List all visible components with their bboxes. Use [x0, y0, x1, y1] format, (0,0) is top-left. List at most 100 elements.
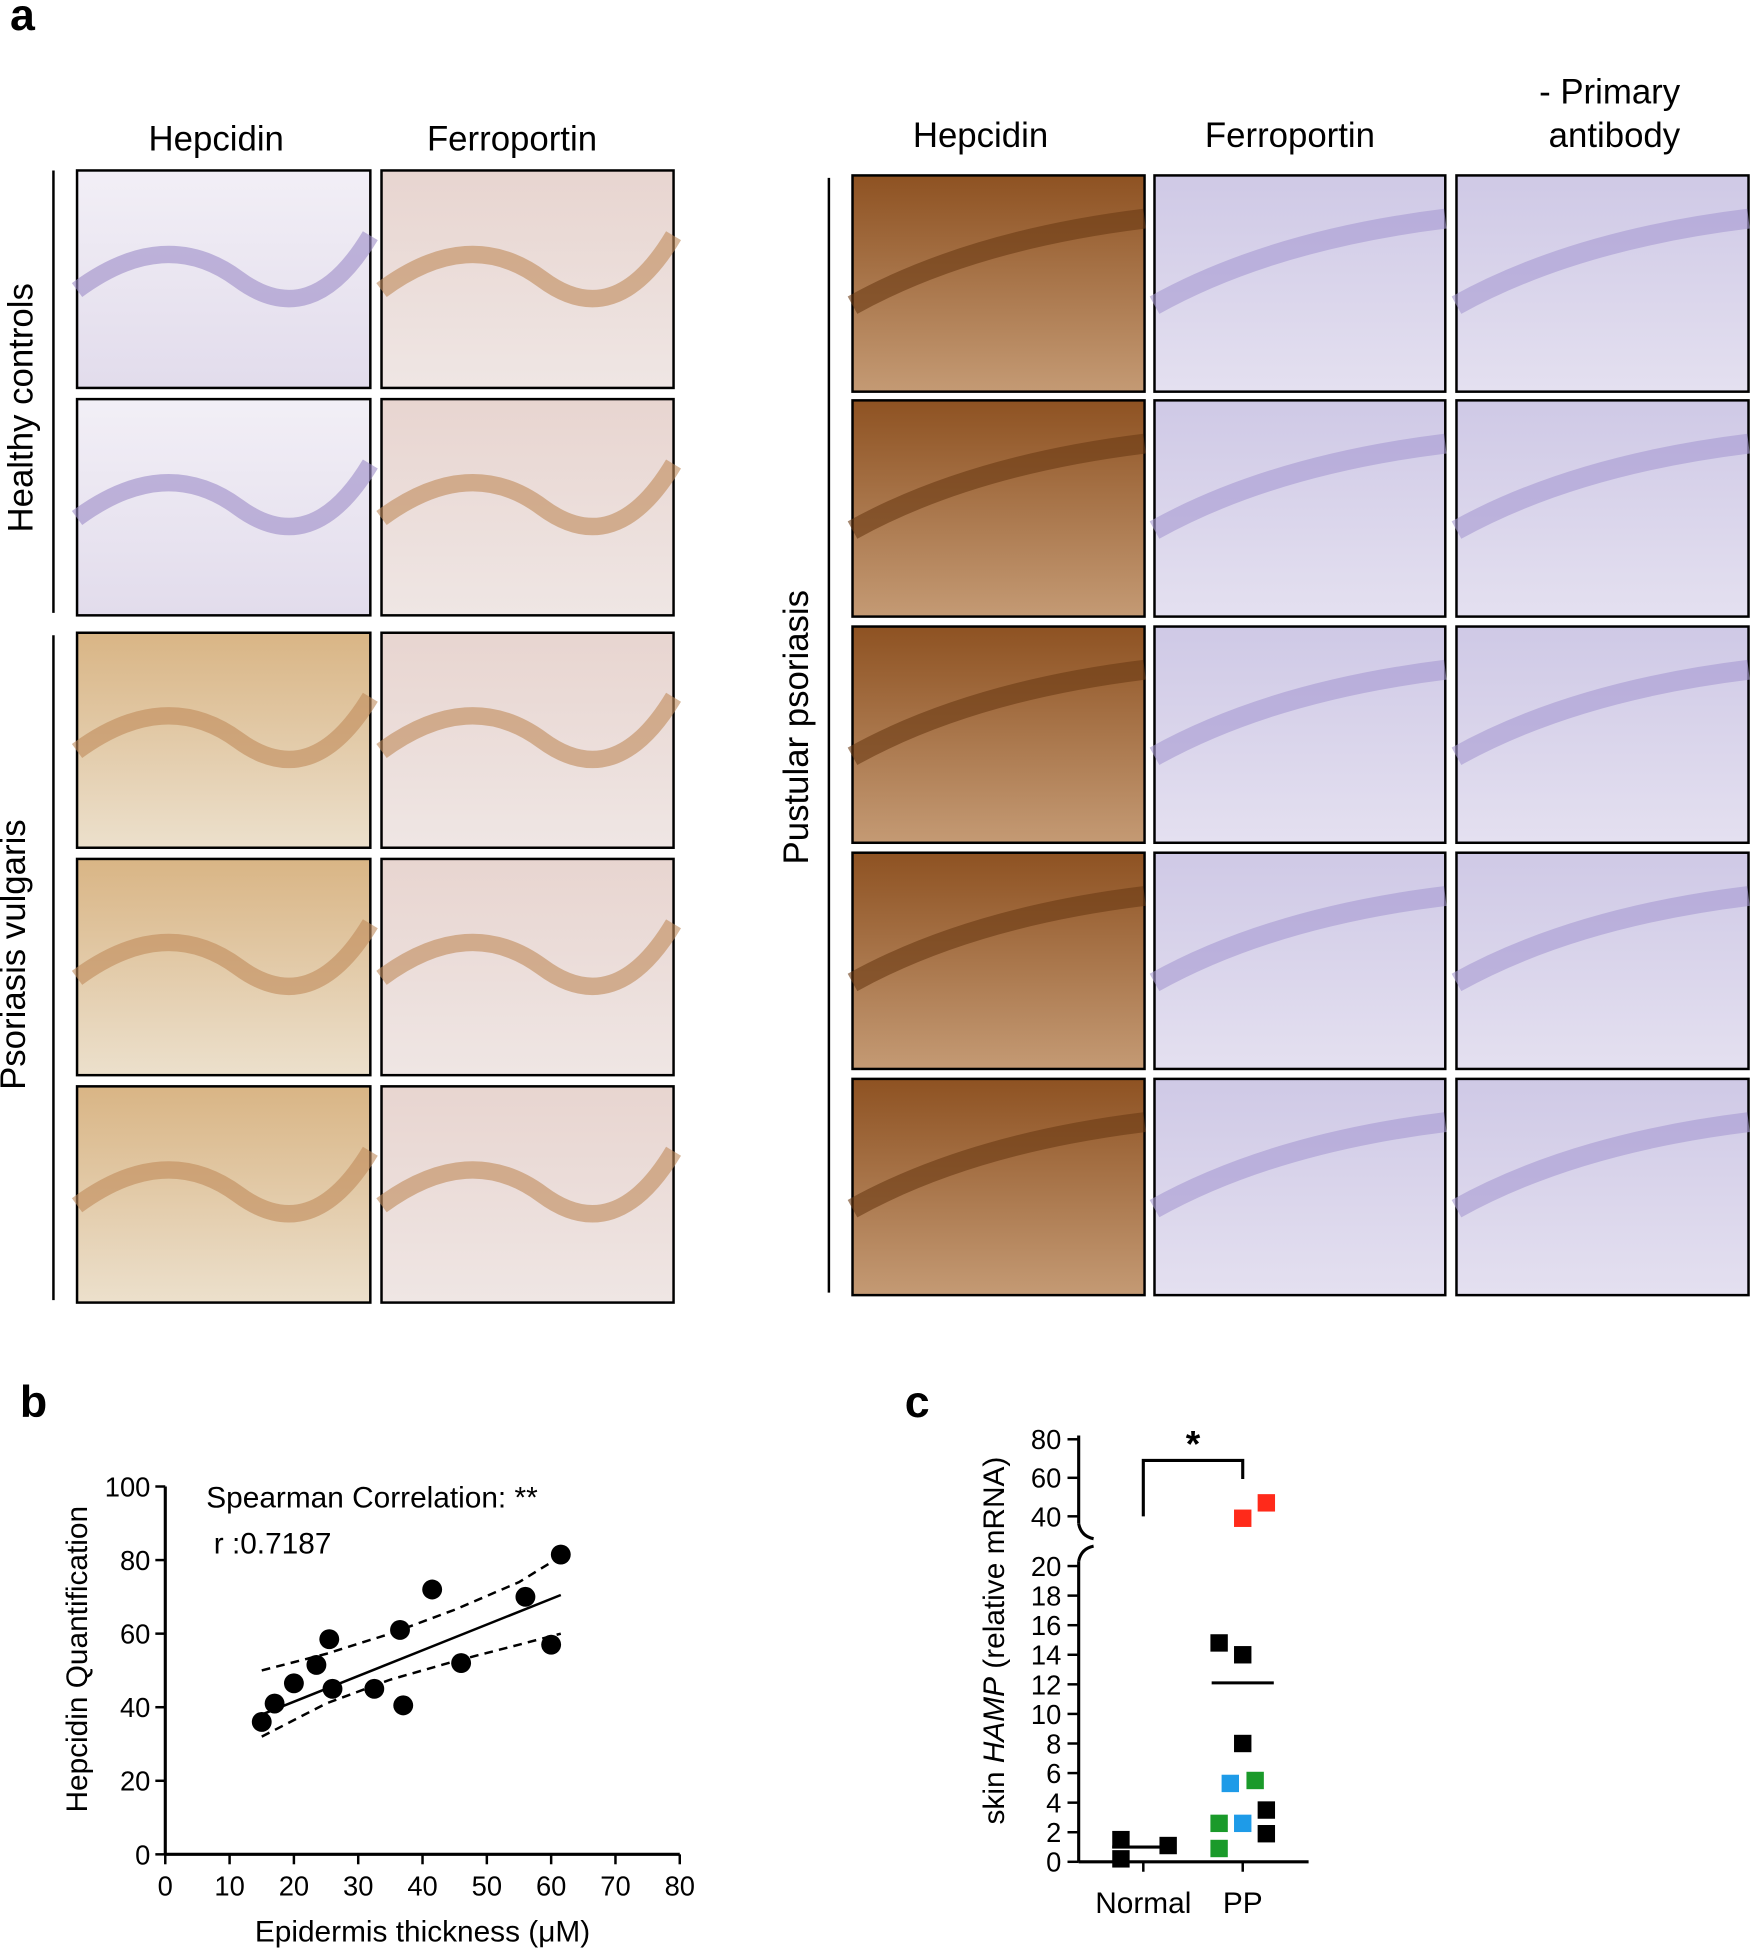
y-tick-label: 60	[120, 1619, 150, 1650]
y-tick-label: 0	[135, 1839, 150, 1870]
epidermis-band	[847, 1112, 1146, 1218]
data-point	[390, 1620, 410, 1640]
x-tick-label: 80	[665, 1870, 695, 1901]
histology-panels	[71, 169, 1750, 1304]
y-tick-label: 80	[1031, 1424, 1061, 1455]
x-tick-label: 20	[279, 1870, 309, 1901]
y-tick-label: 8	[1046, 1728, 1061, 1759]
panel-letter: b	[20, 1378, 47, 1427]
column-header: - Primary	[1539, 73, 1681, 111]
epidermis-band	[376, 919, 682, 996]
x-tick-label: PP	[1223, 1887, 1263, 1920]
epidermis-band	[1149, 659, 1447, 765]
x-tick-label: 0	[158, 1870, 173, 1901]
y-tick-label: 2	[1046, 1817, 1061, 1848]
epidermis-band	[1451, 886, 1750, 992]
y-tick-label: 20	[120, 1766, 150, 1797]
data-point	[422, 1579, 443, 1600]
y-axis-label-part: (relative mRNA)	[978, 1457, 1011, 1677]
data-point	[550, 1544, 571, 1565]
data-point	[251, 1711, 272, 1732]
data-point	[393, 1695, 414, 1716]
x-axis-label: Epidermis thickness (μM)	[255, 1915, 590, 1948]
x-tick-label: Normal	[1095, 1887, 1191, 1920]
chart-b: Spearman Correlation: ** r :0.7187 Epide…	[61, 1471, 695, 1948]
y-axis-label: skin HAMP (relative mRNA)	[978, 1457, 1011, 1825]
data-point	[264, 1693, 285, 1714]
group-label: Healthy controls	[2, 283, 40, 532]
data-point	[1234, 1646, 1252, 1664]
epidermis-band	[376, 231, 682, 308]
histology-image	[1153, 1077, 1447, 1297]
data-point	[1112, 1850, 1130, 1868]
y-tick-label: 0	[1046, 1847, 1061, 1878]
x-tick-label: 50	[472, 1870, 502, 1901]
epidermis-band	[1451, 1112, 1750, 1218]
y-tick-label: 14	[1031, 1640, 1061, 1671]
column-header: antibody	[1549, 117, 1681, 155]
epidermis-band	[71, 692, 378, 769]
data-point	[1234, 1734, 1252, 1753]
epidermis-band	[847, 659, 1146, 765]
panel-letter: c	[905, 1378, 930, 1427]
data-point	[515, 1586, 536, 1607]
epidermis-band	[1149, 886, 1447, 992]
x-tick-label: 70	[600, 1870, 630, 1901]
x-tick-label: 10	[214, 1870, 244, 1901]
y-tick-label: 40	[120, 1692, 150, 1723]
panel-letter: a	[10, 0, 36, 40]
column-header: Hepcidin	[913, 117, 1048, 155]
significance: *	[1186, 1423, 1201, 1465]
epidermis-band	[847, 886, 1146, 992]
data-point	[451, 1653, 472, 1674]
data-point	[1246, 1771, 1264, 1790]
data-point	[306, 1654, 327, 1675]
column-header: Ferroportin	[1205, 117, 1375, 155]
y-tick-label: 12	[1031, 1669, 1061, 1700]
epidermis-band	[847, 208, 1146, 314]
y-tick-label: 60	[1031, 1463, 1061, 1494]
column-header: Ferroportin	[427, 121, 597, 159]
data-point	[1257, 1494, 1276, 1512]
confidence-band	[261, 1632, 562, 1738]
epidermis-band	[1149, 1112, 1447, 1218]
histology-image	[1455, 174, 1750, 393]
epidermis-band	[71, 459, 378, 536]
data-point	[1210, 1634, 1228, 1652]
significance-bracket	[1141, 1458, 1245, 1517]
data-point	[1112, 1830, 1130, 1849]
epidermis-band	[71, 231, 378, 308]
y-tick-label: 6	[1046, 1758, 1061, 1789]
data-point	[1234, 1814, 1252, 1833]
epidermis-band	[71, 1146, 378, 1223]
y-axis-label-part: HAMP	[978, 1677, 1011, 1763]
group-label: Pustular psoriasis	[778, 590, 816, 865]
y-axis-label-part: skin	[978, 1763, 1011, 1824]
y-tick-label: 4	[1046, 1788, 1061, 1819]
x-tick-label: 60	[536, 1870, 566, 1901]
y-axis-label: Hepcidin Quantification	[61, 1506, 94, 1813]
epidermis-band	[376, 1146, 682, 1223]
y-tick-label: 100	[105, 1471, 151, 1502]
x-tick-label: 30	[343, 1870, 373, 1901]
epidermis-band	[1451, 659, 1750, 765]
regression-line	[261, 1593, 562, 1716]
y-tick-label: 80	[120, 1545, 150, 1576]
epidermis-band	[1451, 208, 1750, 314]
axis-break	[1077, 1523, 1094, 1562]
annotation: r :0.7187	[214, 1528, 332, 1561]
epidermis-band	[71, 919, 378, 996]
data-point	[1257, 1825, 1276, 1843]
data-point	[283, 1673, 304, 1694]
epidermis-band	[376, 459, 682, 536]
y-tick-label: 18	[1031, 1581, 1061, 1612]
data-point	[1257, 1801, 1276, 1819]
annotation: Spearman Correlation: **	[206, 1482, 538, 1515]
y-tick-label: 40	[1031, 1501, 1061, 1532]
data-point	[1234, 1509, 1252, 1527]
y-tick-label: 10	[1031, 1699, 1061, 1730]
data-point	[1210, 1839, 1228, 1858]
data-point	[1210, 1814, 1228, 1833]
